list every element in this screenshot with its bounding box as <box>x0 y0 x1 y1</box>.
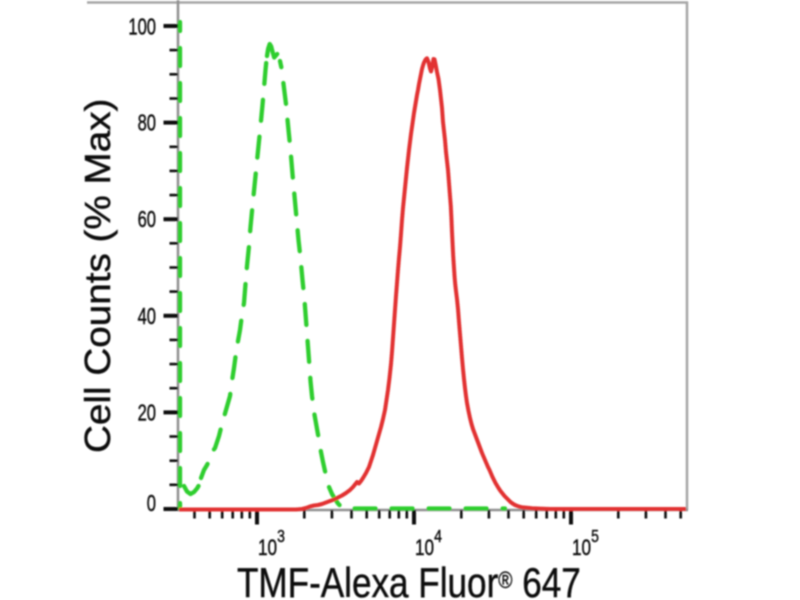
svg-text:100: 100 <box>128 15 156 40</box>
svg-text:60: 60 <box>138 208 156 233</box>
svg-text:20: 20 <box>138 401 156 426</box>
svg-text:0: 0 <box>147 491 156 516</box>
svg-text:40: 40 <box>138 304 156 329</box>
svg-text:TMF-Alexa Fluor® 647: TMF-Alexa Fluor® 647 <box>237 560 581 600</box>
svg-text:80: 80 <box>138 111 156 136</box>
svg-text:Cell Counts (% Max): Cell Counts (% Max) <box>77 99 117 453</box>
